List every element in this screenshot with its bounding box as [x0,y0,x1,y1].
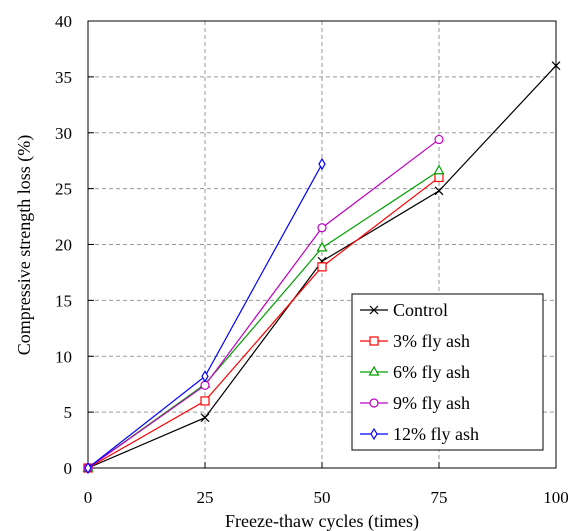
y-tick-label: 40 [55,12,72,31]
y-tick-label: 20 [55,236,72,255]
y-tick-label: 30 [55,124,72,143]
y-axis-title: Compressive strength loss (%) [14,135,35,355]
series-layer [82,61,561,475]
data-point-marker [200,413,210,423]
y-tick-label: 15 [55,291,72,310]
series-group [84,157,326,475]
legend-marker [368,365,380,376]
x-tick-label: 75 [431,488,448,507]
marker-stroke [200,413,210,423]
data-point-marker [434,186,444,196]
marker-stroke [434,186,444,196]
data-point-marker [434,134,444,145]
legend-label: Control [393,300,448,320]
legend-label: 3% fly ash [393,331,470,351]
legend: Control 3% fly ash 6% fly ash 9% fly ash 12%… [351,293,544,451]
data-point-marker [318,157,326,171]
data-point-marker [551,61,561,71]
y-tick-label: 35 [55,68,72,87]
data-point-marker [317,262,327,272]
data-point-marker [201,370,209,383]
y-tick-label: 25 [55,180,72,199]
legend-marker [369,305,379,315]
series-group [83,61,561,473]
marker-stroke [369,305,379,315]
data-point-marker [200,396,210,406]
legend-marker [369,336,379,346]
data-point-marker [434,172,444,183]
x-axis-title: Freeze-thaw cycles (times) [225,511,419,531]
y-tick-label: 10 [55,347,72,366]
x-tick-label: 100 [543,488,569,507]
y-tick-label: 5 [64,403,73,422]
y-tick-label: 0 [64,459,73,478]
data-point-marker [84,461,92,475]
x-tick-label: 25 [197,488,214,507]
data-point-marker [316,241,328,252]
marker-stroke [551,61,561,71]
data-point-marker [317,223,327,233]
x-tick-label: 0 [84,488,93,507]
x-tick-label: 50 [314,488,331,507]
series-line [87,138,440,469]
data-point-marker [433,164,445,175]
legend-marker [370,427,378,441]
series-line [87,176,440,469]
legend-label: 12% fly ash [393,424,479,444]
legend-label: 9% fly ash [393,393,470,413]
axis-ticks: 0 5 10 15 20 25 30 35 40 0 25 50 75 100 [55,12,569,507]
legend-marker [369,398,379,408]
legend-label: 6% fly ash [393,362,470,382]
